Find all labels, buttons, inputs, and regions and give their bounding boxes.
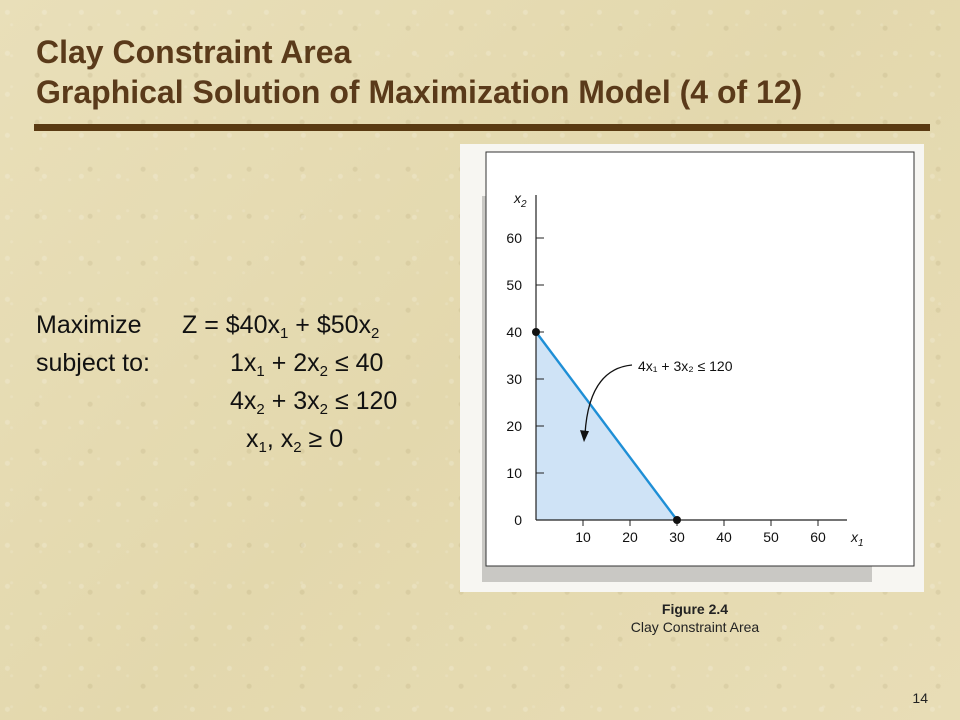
subject-to-label: subject to: [36,349,150,377]
title-divider [34,124,930,131]
y-tick-label: 0 [514,512,522,528]
x-axis-label: x1 [850,529,864,549]
constraint-line [535,331,678,521]
slide-title: Clay Constraint Area Graphical Solution … [36,32,802,112]
y-axis-label: x2 [513,190,527,210]
objective-label: Maximize [36,311,142,339]
figure-number: Figure 2.4 [661,601,729,617]
clay-constraint: 4x2 + 3x2 ≤ 120 [230,387,398,418]
figure-panel: 10 20 30 40 50 60 0 10 20 30 40 50 60 x1 x2 4x₁ + 3x₂ ≤… [460,144,924,592]
constraint-annotation: 4x₁ + 3x₂ ≤ 120 [638,358,733,374]
x-tick-label: 30 [669,529,685,545]
y-tick-label: 20 [506,418,522,434]
intercept-point [673,516,681,524]
title-line-1: Clay Constraint Area [36,34,352,70]
figure-caption-text: Clay Constraint Area [630,619,760,635]
y-tick-label: 10 [506,465,522,481]
nonnegativity-constraint: x1, x2 ≥ 0 [246,425,344,456]
y-tick-label: 50 [506,277,522,293]
objective-function: Z = $40x1 + $50x2 [182,311,380,342]
constraint-chart: 10 20 30 40 50 60 0 10 20 30 40 50 60 x1 x2 4x₁ + 3x₂ ≤… [482,151,915,582]
annotation-arrowhead [580,430,589,443]
x-tick-label: 10 [575,529,591,545]
x-tick-label: 50 [763,529,779,545]
y-tick-label: 40 [506,324,522,340]
x-tick-label: 60 [810,529,826,545]
labor-constraint: 1x1 + 2x2 ≤ 40 [230,349,384,380]
x-tick-label: 20 [622,529,638,545]
x-tick-label: 40 [716,529,732,545]
intercept-point [532,328,540,336]
page-number: 14 [912,690,928,706]
figure-caption: Figure 2.4 Clay Constraint Area [600,600,790,636]
annotation-arrow [584,364,633,435]
title-line-2: Graphical Solution of Maximization Model… [36,74,803,110]
y-tick-label: 30 [506,371,522,387]
y-tick-label: 60 [506,230,522,246]
